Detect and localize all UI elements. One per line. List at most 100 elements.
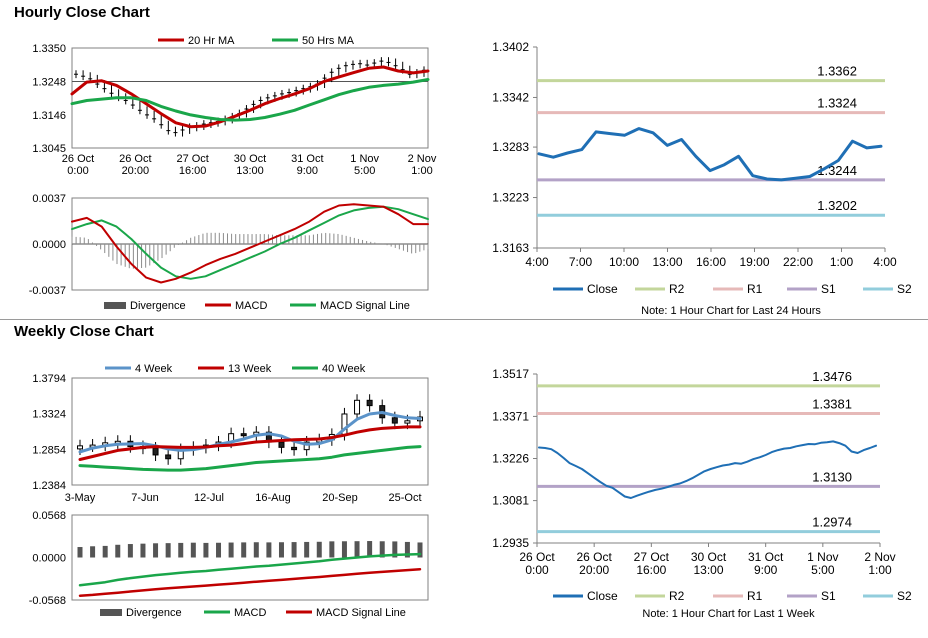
hourly-pivot-legend-r1: R1 (747, 282, 763, 296)
hourly-price-xtick: 27 Oct 16:00 (176, 153, 208, 177)
legend-hourly-divergence: Divergence (130, 300, 186, 312)
weekly-candle-body (291, 446, 298, 451)
hourly-pivot-close-line (537, 127, 883, 182)
hourly-pivot-xtick: 1:00 (830, 255, 854, 269)
weekly-divergence-bar (190, 542, 196, 558)
weekly-pivot-ytick: 1.3226 (492, 452, 529, 466)
weekly-divergence-bar (417, 542, 423, 558)
weekly-divergence-bar (115, 544, 121, 558)
weekly-divergence-bar (354, 541, 360, 558)
weekly-macd-line (78, 552, 422, 587)
weekly-candle-body (303, 441, 310, 451)
section-divider (0, 319, 928, 320)
hourly-pivot-xtick: 22:00 (783, 255, 813, 269)
weekly-divergence-bar (203, 542, 209, 558)
hourly-macd-line (71, 203, 429, 284)
hourly-price-xtick: 2 Nov 1:00 (408, 153, 437, 177)
weekly-candle-body (165, 454, 172, 460)
hourly-price-xtick: 26 Oct 20:00 (119, 153, 151, 177)
weekly-macd-frame (71, 514, 429, 601)
hourly-pivot-xtick: 10:00 (609, 255, 639, 269)
weekly-price-xtick: 12-Jul (194, 492, 224, 504)
weekly-divergence-bar (266, 542, 272, 558)
hourly-price-ytick: 1.3350 (32, 43, 66, 55)
hourly-pivot-ytick: 1.3402 (492, 40, 529, 54)
weekly-price-frame (71, 377, 429, 486)
weekly-pivot-legend-s1: S1 (821, 589, 836, 603)
weekly-candle-body (77, 445, 83, 450)
legend-hourly-divergence-swatch (104, 302, 126, 309)
weekly-divergence-bar (178, 542, 184, 558)
weekly-candle-body (354, 399, 361, 415)
weekly-divergence-bar (165, 543, 171, 558)
hourly-section-title: Hourly Close Chart (14, 4, 150, 21)
weekly-candle-body (152, 447, 159, 456)
weekly-pivot-xtick: 30 Oct 13:00 (691, 550, 727, 577)
weekly-divergence-bar (278, 542, 284, 558)
legend-weekly-divergence-swatch (100, 609, 122, 616)
hourly-pivot-note: Note: 1 Hour Chart for Last 24 Hours (641, 305, 821, 317)
weekly-divergence-bar (127, 544, 133, 558)
hourly-pivot-level-label-r2: 1.3362 (817, 64, 857, 79)
hourly-pivot-ytick: 1.3342 (492, 90, 529, 104)
weekly-pivot-xtick: 26 Oct 0:00 (519, 550, 555, 577)
hourly-price-xtick: 26 Oct 0:00 (62, 153, 94, 177)
legend-4-week: 4 Week (135, 363, 173, 375)
legend-20hr-ma: 20 Hr MA (188, 35, 235, 47)
hourly-pivot-ytick: 1.3283 (492, 140, 529, 154)
weekly-pivot-xtick: 1 Nov 5:00 (807, 550, 838, 577)
hourly-macd-ytick: -0.0037 (29, 285, 66, 297)
weekly-price-xtick: 3-May (65, 492, 96, 504)
legend-weekly-macd-signal: MACD Signal Line (316, 607, 406, 619)
weekly-divergence-bar (216, 542, 222, 558)
weekly-price-xtick: 20-Sep (322, 492, 357, 504)
hourly-macd-ytick: 0.0000 (32, 239, 66, 251)
legend-40-week: 40 Week (322, 363, 366, 375)
weekly-price-xtick: 16-Aug (255, 492, 290, 504)
hourly-pivot-xtick: 16:00 (696, 255, 726, 269)
hourly-pivot-legend-r2: R2 (669, 282, 685, 296)
weekly-pivot-close-line (538, 440, 877, 499)
weekly-pivot-ytick: 1.3081 (492, 494, 529, 508)
weekly-ma-line-13w (78, 425, 422, 461)
weekly-candle-body (391, 417, 398, 424)
weekly-pivot-legend-close: Close (587, 589, 618, 603)
weekly-macd-ytick: 0.0000 (32, 553, 66, 565)
legend-weekly-divergence: Divergence (126, 607, 182, 619)
weekly-candle-body (404, 420, 411, 424)
hourly-pivot-xtick: 13:00 (652, 255, 682, 269)
weekly-candle-body (240, 433, 247, 437)
weekly-macd-ytick: 0.0568 (32, 510, 66, 522)
hourly-pivot-ytick: 1.3223 (492, 191, 529, 205)
legend-hourly-macd-signal: MACD Signal Line (320, 300, 410, 312)
hourly-macd-signal-line (71, 205, 429, 280)
weekly-ma-line-4w (78, 411, 422, 454)
hourly-pivot-xtick: 4:00 (525, 255, 549, 269)
hourly-price-frame (71, 47, 429, 149)
weekly-pivot-xtick: 2 Nov 1:00 (864, 550, 895, 577)
weekly-divergence-bar (140, 543, 146, 558)
legend-13-week: 13 Week (228, 363, 272, 375)
hourly-pivot-ytick: 1.3163 (492, 241, 529, 255)
weekly-price-ytick: 1.3324 (32, 409, 66, 421)
weekly-pivot-xtick: 27 Oct 16:00 (634, 550, 670, 577)
hourly-pivot-xtick: 19:00 (739, 255, 769, 269)
weekly-divergence-bar (291, 542, 297, 558)
weekly-divergence-bar (102, 545, 108, 558)
weekly-pivot-legend-r1: R1 (747, 589, 763, 603)
weekly-macd-signal-line (78, 567, 422, 597)
hourly-ma-line-20 (70, 65, 430, 129)
weekly-divergence-bar (253, 542, 259, 558)
hourly-ma-line-50 (70, 78, 430, 122)
weekly-divergence-bar (392, 541, 398, 558)
weekly-pivot-xtick: 26 Oct 20:00 (576, 550, 612, 577)
weekly-divergence-bar (329, 541, 335, 558)
hourly-pivot-legend-s2: S2 (897, 282, 912, 296)
weekly-pivot-level-label-r1: 1.3381 (812, 396, 852, 411)
weekly-pivot-level-label-s1: 1.3130 (812, 469, 852, 484)
hourly-pivot-level-label-r1: 1.3324 (817, 96, 857, 111)
weekly-divergence-bar (153, 543, 159, 558)
weekly-candle-body (366, 399, 373, 407)
hourly-macd-ytick: 0.0037 (32, 193, 66, 205)
weekly-pivot-level-label-r2: 1.3476 (812, 369, 852, 384)
